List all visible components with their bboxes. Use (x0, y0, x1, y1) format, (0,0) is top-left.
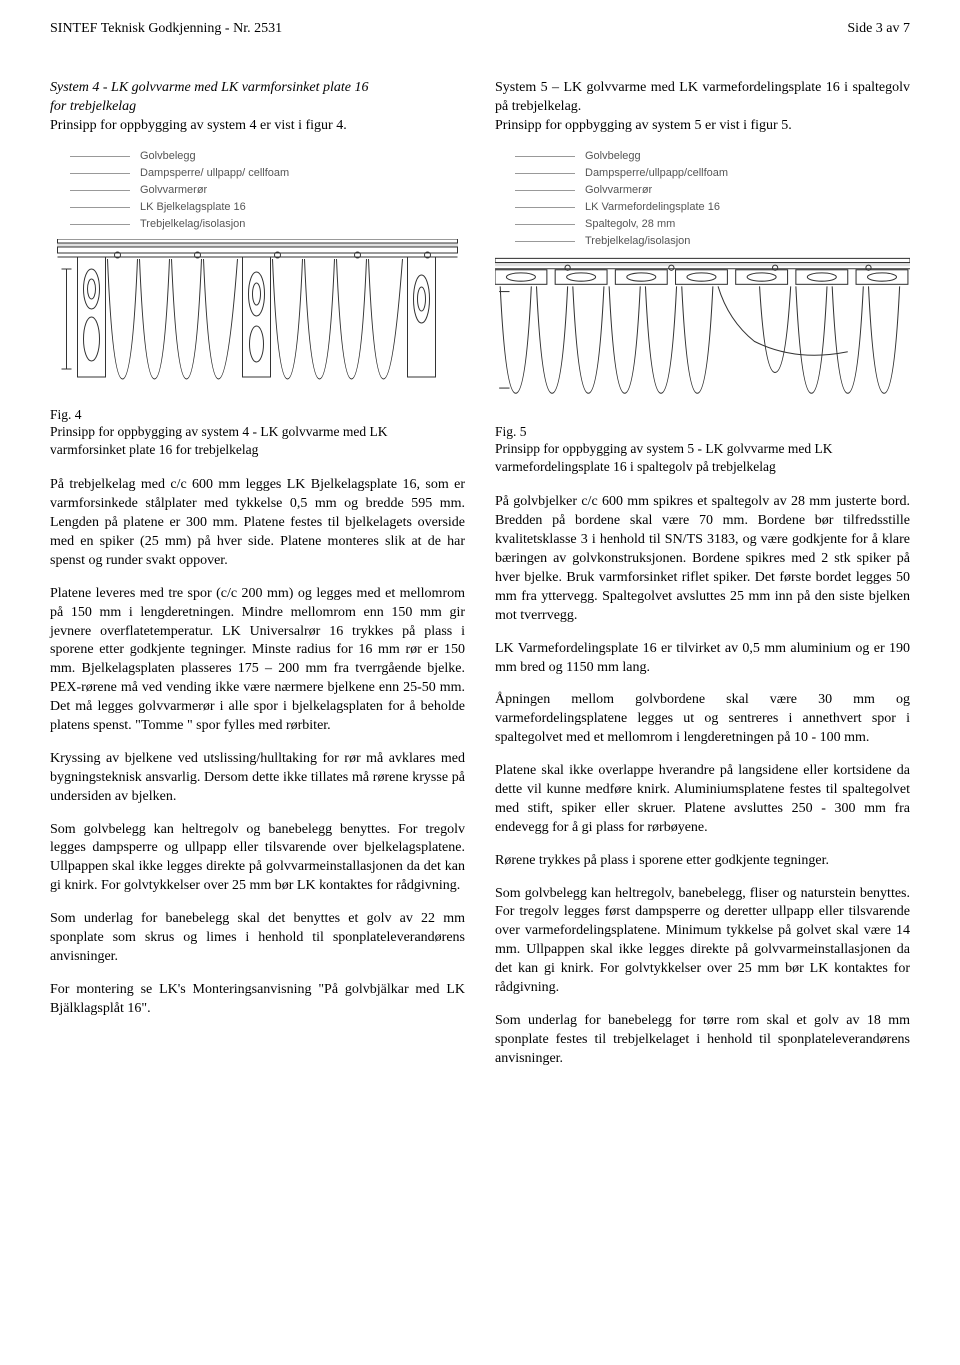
figure5-caption: Fig. 5 Prinsipp for oppbygging av system… (495, 423, 910, 476)
header-right: Side 3 av 7 (847, 20, 910, 39)
layer-label: Trebjelkelag/isolasjon (585, 233, 910, 250)
column-left: System 4 - LK golvvarme med LK varmforsi… (50, 79, 465, 1069)
layer-label: Golvvarmerør (140, 182, 465, 199)
paragraph: Åpningen mellom golvbordene skal være 30… (495, 691, 910, 748)
paragraph: Som golvbelegg kan heltregolv, banebeleg… (495, 885, 910, 998)
paragraph: Som underlag for banebelegg skal det ben… (50, 910, 465, 967)
header-left: SINTEF Teknisk Godkjenning - Nr. 2531 (50, 20, 282, 39)
system4-title-line1: System 4 - LK golvvarme med LK varmforsi… (50, 79, 465, 98)
figure5-layer-labels: Golvbelegg Dampsperre/ullpapp/cellfoam G… (585, 148, 910, 250)
layer-label: Dampsperre/ ullpapp/ cellfoam (140, 165, 465, 182)
figure5-svg (495, 256, 910, 406)
figure4-layer-labels: Golvbelegg Dampsperre/ ullpapp/ cellfoam… (140, 148, 465, 233)
system5-intro-text: Prinsipp for oppbygging av system 5 er v… (495, 117, 910, 136)
paragraph: Kryssing av bjelkene ved utslissing/hull… (50, 750, 465, 807)
layer-label: Trebjelkelag/isolasjon (140, 216, 465, 233)
figure4-diagram: Golvbelegg Dampsperre/ ullpapp/ cellfoam… (50, 148, 465, 396)
two-column-layout: System 4 - LK golvvarme med LK varmforsi… (50, 79, 910, 1069)
paragraph: På trebjelkelag med c/c 600 mm legges LK… (50, 476, 465, 570)
figure5-label: Fig. 5 (495, 423, 910, 441)
paragraph: Som golvbelegg kan heltregolv og banebel… (50, 821, 465, 897)
layer-label: LK Bjelkelagsplate 16 (140, 199, 465, 216)
system5-heading: System 5 – LK golvvarme med LK varmeford… (495, 79, 910, 136)
figure4-caption-text: Prinsipp for oppbygging av system 4 - LK… (50, 423, 465, 458)
system5-title: System 5 – LK golvvarme med LK varmeford… (495, 79, 910, 117)
system4-title-line2: for trebjelkelag (50, 98, 465, 117)
figure4-label: Fig. 4 (50, 406, 465, 424)
layer-label: LK Varmefordelingsplate 16 (585, 199, 910, 216)
layer-label: Dampsperre/ullpapp/cellfoam (585, 165, 910, 182)
layer-label: Golvbelegg (585, 148, 910, 165)
system4-intro-text: Prinsipp for oppbygging av system 4 er v… (50, 117, 465, 136)
paragraph: På golvbjelker c/c 600 mm spikres et spa… (495, 493, 910, 625)
layer-label: Golvbelegg (140, 148, 465, 165)
system4-heading: System 4 - LK golvvarme med LK varmforsi… (50, 79, 465, 136)
figure4-caption: Fig. 4 Prinsipp for oppbygging av system… (50, 406, 465, 459)
figure5-diagram: Golvbelegg Dampsperre/ullpapp/cellfoam G… (495, 148, 910, 413)
figure4-svg (50, 239, 465, 389)
paragraph: LK Varmefordelingsplate 16 er tilvirket … (495, 640, 910, 678)
paragraph: Som underlag for banebelegg for tørre ro… (495, 1012, 910, 1069)
column-right: System 5 – LK golvvarme med LK varmeford… (495, 79, 910, 1069)
layer-label: Spaltegolv, 28 mm (585, 216, 910, 233)
paragraph: Platene leveres med tre spor (c/c 200 mm… (50, 585, 465, 736)
page-header: SINTEF Teknisk Godkjenning - Nr. 2531 Si… (50, 20, 910, 39)
paragraph: For montering se LK's Monteringsanvisnin… (50, 981, 465, 1019)
figure5-caption-text: Prinsipp for oppbygging av system 5 - LK… (495, 440, 910, 475)
paragraph: Platene skal ikke overlappe hverandre på… (495, 762, 910, 838)
paragraph: Rørene trykkes på plass i sporene etter … (495, 852, 910, 871)
layer-label: Golvvarmerør (585, 182, 910, 199)
